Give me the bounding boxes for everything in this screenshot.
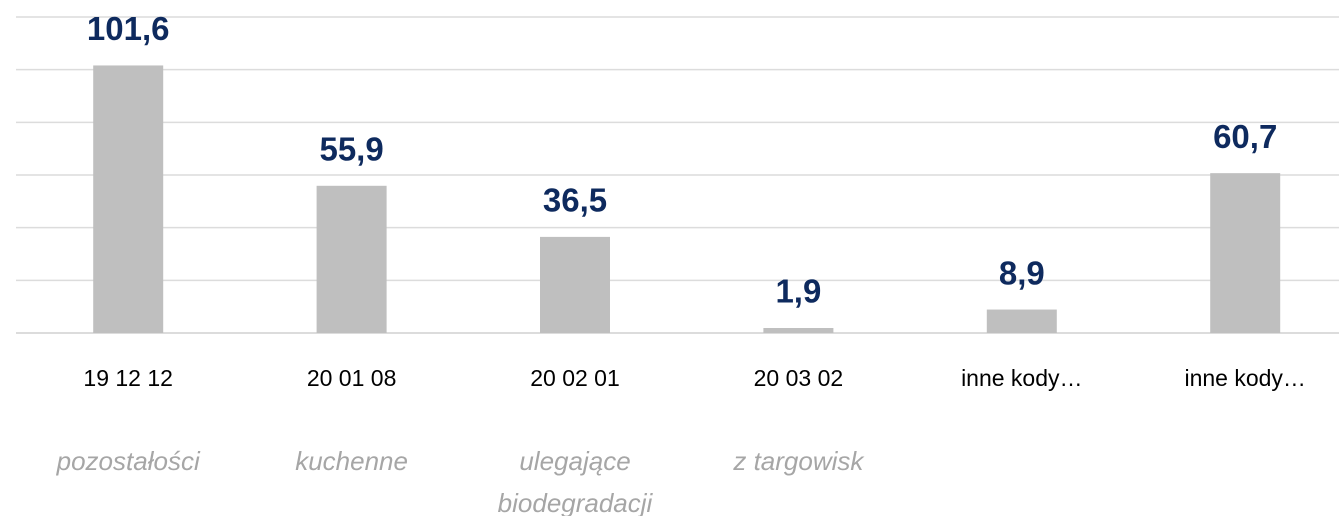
x-tick-label: 20 01 08 [307,365,397,391]
bar [1210,173,1281,333]
x-tick-label: 20 03 02 [754,365,844,391]
x-tick-label: inne kody… [1184,365,1305,391]
value-label: 55,9 [319,131,383,168]
value-label: 1,9 [775,273,821,310]
category-description: pozostałości [56,446,200,476]
value-label: 8,9 [999,254,1045,291]
bar [316,185,387,333]
category-description: z targowisk [733,446,864,476]
x-tick-label: 19 12 12 [83,365,173,391]
value-label: 60,7 [1213,118,1277,155]
x-tick-label: 20 02 01 [530,365,620,391]
bar [540,236,610,333]
category-description: kuchenne [295,446,408,476]
category-description: ulegające biodegradacji [497,446,653,516]
bar [93,65,164,333]
bar [986,309,1057,333]
x-tick-label: inne kody… [961,365,1082,391]
bar [763,327,834,333]
value-label: 101,6 [87,10,170,47]
value-label: 36,5 [543,182,607,219]
